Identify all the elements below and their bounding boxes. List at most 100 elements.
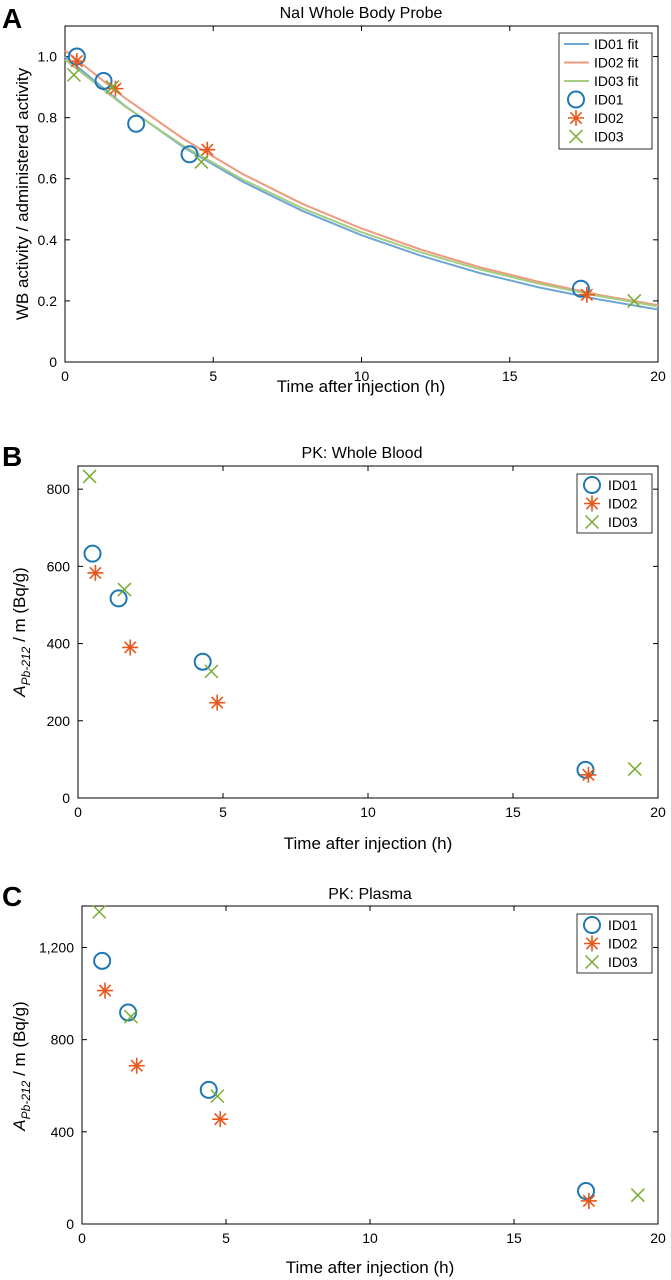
panel-a-legend: ID01 fit ID02 fit ID03 fit ID01 ID02 ID03 <box>558 32 653 150</box>
panel-c-ticks: 0 5 10 15 20 0 400 800 1,200 <box>39 906 666 1246</box>
id01-point <box>119 1003 138 1022</box>
panel-a-y-axis-label: WB activity / administered activity <box>13 67 32 320</box>
legend-entry-id01: ID01 <box>608 477 638 493</box>
panel-b: B PK: Whole Blood 0 5 10 15 200200400600800 … <box>2 441 666 853</box>
id03-fit-line <box>64 58 659 308</box>
y-tick-label: 600 <box>47 558 71 574</box>
id03-point <box>123 1009 138 1024</box>
x-tick-label: 15 <box>505 804 521 820</box>
id03-point <box>92 904 107 919</box>
id01-point <box>83 544 102 563</box>
x-tick-label: 20 <box>650 368 666 384</box>
id01-point <box>93 951 112 970</box>
panel-c-legend: ID01 ID02 ID03 <box>576 913 653 974</box>
id01-point <box>577 1182 595 1201</box>
id02-point <box>68 53 85 70</box>
x-tick-label: 0 <box>78 1230 86 1246</box>
y-tick-label: 0.6 <box>38 171 58 187</box>
panel-b-y-label-main: A <box>10 685 29 697</box>
id02-point <box>87 564 104 581</box>
legend-entry-id03: ID03 <box>594 129 624 145</box>
panel-c-y-label-main: A <box>10 1119 29 1131</box>
y-tick-label: 200 <box>47 713 71 729</box>
id03-point <box>630 1188 645 1203</box>
panel-c-legend-items: ID01 ID02 ID03 <box>583 916 638 970</box>
legend-entry-id01: ID01 <box>594 92 624 108</box>
id03-point <box>105 80 120 95</box>
panel-letter-a: A <box>2 3 22 34</box>
id01-point <box>193 652 212 671</box>
panel-a-legend-items: ID01 fit ID02 fit ID03 fit ID01 ID02 ID03 <box>564 36 638 145</box>
legend-marker-id02 <box>584 935 600 952</box>
id02-point <box>128 1057 145 1074</box>
panel-a-title: NaI Whole Body Probe <box>280 5 443 22</box>
panel-a-x-axis-label: Time after injection (h) <box>277 377 445 396</box>
id02-point <box>107 80 124 97</box>
x-tick-label: 5 <box>209 368 217 384</box>
id02-point <box>580 1192 597 1209</box>
id03-point <box>627 293 642 308</box>
panel-b-data-points <box>82 469 642 783</box>
y-tick-label: 0 <box>66 1216 74 1232</box>
panel-c-axes-box <box>81 905 659 1225</box>
id01-point <box>109 589 128 608</box>
x-tick-label: 10 <box>360 804 376 820</box>
y-tick-label: 0.8 <box>38 110 58 126</box>
panel-c-y-label-subscript: Pb-212 <box>19 1080 33 1119</box>
legend-marker-id01 <box>567 90 585 109</box>
panel-c-x-axis-label: Time after injection (h) <box>286 1258 454 1277</box>
legend-marker-id03 <box>568 129 584 144</box>
id03-point <box>82 469 97 484</box>
id03-point <box>204 664 219 679</box>
legend-marker-id01 <box>583 476 601 494</box>
panel-a-ticks: 0 5 10 15 20 0 0.2 0.4 0.6 0.8 1.0 <box>38 26 666 384</box>
panel-c-data-points <box>92 904 645 1209</box>
panel-b-legend: ID01 ID02 ID03 <box>576 473 653 534</box>
legend-marker-id01 <box>583 916 601 934</box>
y-tick-label: 0 <box>49 354 57 370</box>
panel-b-y-label-subscript: Pb-212 <box>19 646 33 685</box>
legend-entry-id02: ID02 <box>608 936 638 952</box>
legend-marker-id03 <box>584 954 600 970</box>
panel-a: A NaI Whole Body Probe 0 5 10 15 20 0 0.2 0.4 0.… <box>2 3 666 396</box>
y-tick-label: 400 <box>51 1124 75 1140</box>
panel-b-axes-box <box>77 465 659 799</box>
id03-point <box>194 154 209 169</box>
legend-entry-id02-fit: ID02 fit <box>594 55 638 71</box>
y-tick-label: 0 <box>62 790 70 806</box>
id01-point <box>94 71 113 90</box>
id01-point <box>180 145 199 164</box>
panel-c: C PK: Plasma 0 5 10 15 20 0 400 800 1,200 Time a… <box>2 881 666 1277</box>
y-tick-label: 800 <box>47 481 71 497</box>
id03-point <box>627 762 642 777</box>
id01-point <box>199 1080 218 1099</box>
id01-point <box>571 279 590 298</box>
x-tick-label: 20 <box>650 1230 666 1246</box>
legend-entry-id02: ID02 <box>608 496 638 512</box>
id02-point <box>97 982 114 999</box>
id02-point <box>209 694 226 711</box>
x-tick-label: 0 <box>61 368 69 384</box>
x-tick-label: 15 <box>502 368 518 384</box>
y-tick-label: 1.0 <box>38 49 58 65</box>
y-tick-label: 800 <box>51 1032 75 1048</box>
legend-entry-id01: ID01 <box>608 917 638 933</box>
legend-entry-id03-fit: ID03 fit <box>594 73 638 89</box>
id01-point <box>127 114 146 133</box>
id02-fit-line <box>64 49 659 307</box>
y-tick-label: 400 <box>47 636 71 652</box>
panel-b-y-axis-label: APb-212 / m (Bq/g) <box>10 567 33 697</box>
panel-letter-c: C <box>2 881 22 912</box>
id02-point <box>212 1111 229 1128</box>
y-tick-label: 1,200 <box>39 939 74 955</box>
legend-entry-id01-fit: ID01 fit <box>594 36 638 52</box>
y-tick-label: 0.4 <box>38 232 58 248</box>
legend-entry-id03: ID03 <box>608 954 638 970</box>
panel-a-data-points <box>66 47 642 308</box>
y-tick-label: 0.2 <box>38 293 58 309</box>
panel-b-y-label-tail: / m (Bq/g) <box>10 567 29 646</box>
x-tick-label: 10 <box>362 1230 378 1246</box>
x-tick-label: 15 <box>506 1230 522 1246</box>
